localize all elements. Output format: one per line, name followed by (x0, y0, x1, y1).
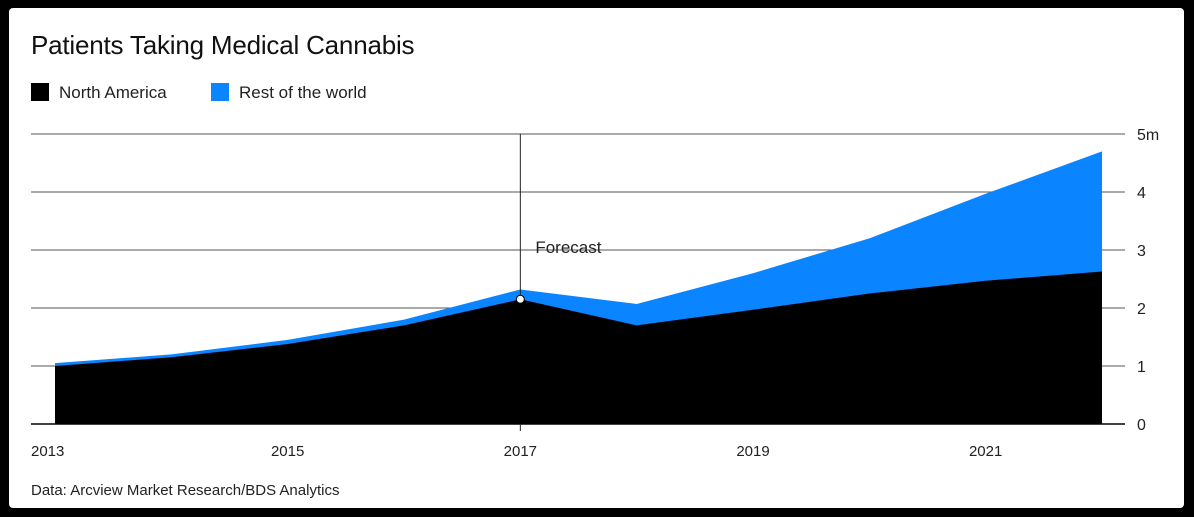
chart-frame: Patients Taking Medical Cannabis North A… (9, 8, 1184, 508)
legend-swatch-north-america (31, 83, 49, 101)
legend-label-north-america: North America (59, 83, 167, 102)
area-chart: Forecast 2013 2015 2017 2019 2021 0 1 2 3 4 5m (31, 127, 1159, 460)
area-north-america (55, 271, 1102, 424)
source-note: Data: Arcview Market Research/BDS Analyt… (31, 482, 340, 499)
x-tick-label-2015: 2015 (271, 443, 304, 460)
forecast-marker (515, 294, 525, 304)
y-tick-label-3: 3 (1137, 243, 1146, 260)
x-tick-label-2019: 2019 (736, 443, 769, 460)
y-tick-label-0: 0 (1137, 417, 1146, 434)
y-tick-label-1: 1 (1137, 359, 1146, 376)
y-tick-label-4: 4 (1137, 185, 1146, 202)
legend-swatch-rest-of-world (211, 83, 229, 101)
chart-title: Patients Taking Medical Cannabis (31, 30, 415, 60)
legend-label-rest-of-world: Rest of the world (239, 83, 367, 102)
y-tick-label-2: 2 (1137, 301, 1146, 318)
x-tick-label-2013: 2013 (31, 443, 64, 460)
forecast-label: Forecast (535, 238, 601, 257)
x-tick-label-2017: 2017 (504, 443, 537, 460)
x-tick-label-2021: 2021 (969, 443, 1002, 460)
y-tick-label-5: 5m (1137, 127, 1159, 144)
